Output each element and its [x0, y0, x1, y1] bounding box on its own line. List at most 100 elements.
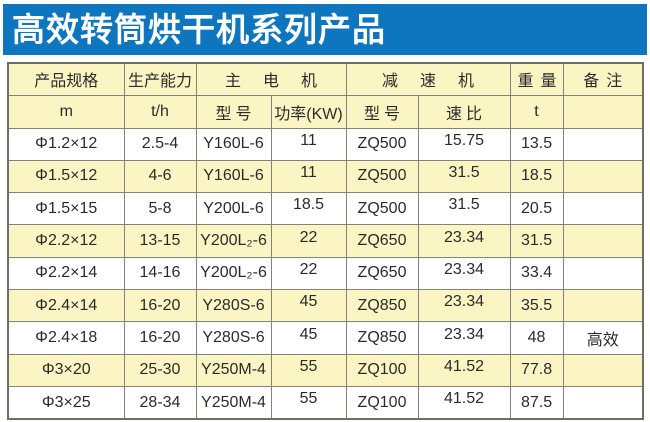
- table-cell: [562, 224, 644, 258]
- table-row: Φ1.5×12 4-6 Y160L-6 11 ZQ500 31.5 18.5: [7, 159, 644, 194]
- table-cell: 31.5: [417, 159, 511, 194]
- table-row: Φ3×25 28-34 Y250M-4 55 ZQ100 41.52 87.5: [7, 386, 644, 420]
- table-cell: 55: [270, 386, 347, 420]
- table-cell: 2.5-4: [123, 127, 197, 161]
- table-cell: 15.75: [417, 127, 511, 161]
- table-cell: ZQ650: [345, 224, 419, 258]
- table-cell: 28-34: [123, 386, 197, 420]
- table-cell: ZQ500: [345, 127, 419, 161]
- table-cell: Y250M-4: [195, 386, 272, 420]
- spec-table-container: 产品规格 生产能力 主电机 减速机 重量 备注 m t/h 型号 功率(KW) …: [7, 62, 644, 420]
- header-reducer: 减速机: [345, 62, 511, 96]
- table-cell: 22: [270, 224, 347, 258]
- header-remark: 备注: [562, 62, 644, 96]
- table-cell: 41.52: [417, 353, 511, 388]
- table-cell: 45: [270, 321, 347, 355]
- header-weight: 重量: [509, 62, 564, 96]
- table-cell: Y280S-6: [195, 289, 272, 323]
- header-row-units: m t/h 型号 功率(KW) 型号 速比 t: [7, 94, 644, 129]
- spec-table-body: Φ1.2×12 2.5-4 Y160L-6 11 ZQ500 15.75 13.5 Φ1.5×…: [7, 127, 644, 420]
- table-cell: 高效: [562, 321, 644, 355]
- table-cell: Y280S-6: [195, 321, 272, 355]
- table-row: Φ1.5×15 5-8 Y200L-6 18.5 ZQ500 31.5 20.5: [7, 192, 644, 226]
- table-cell: 55: [270, 353, 347, 388]
- table-cell: ZQ850: [345, 289, 419, 323]
- table-cell: Φ1.5×12: [7, 159, 125, 194]
- header-weight-unit: t: [509, 94, 564, 129]
- table-cell: Φ3×25: [7, 386, 125, 420]
- table-row: Φ2.4×14 16-20 Y280S-6 45 ZQ850 23.34 35.5: [7, 289, 644, 323]
- table-cell: 45: [270, 289, 347, 323]
- header-speed-ratio: 速比: [417, 94, 511, 129]
- table-cell: 18.5: [509, 159, 564, 194]
- table-cell: 31.5: [509, 224, 564, 258]
- table-cell: 20.5: [509, 192, 564, 226]
- table-cell: Y200L-6: [195, 192, 272, 226]
- table-cell: Φ3×20: [7, 353, 125, 388]
- table-cell: [562, 159, 644, 194]
- table-row: Φ3×20 25-30 Y250M-4 55 ZQ100 41.52 77.8: [7, 353, 644, 388]
- table-row: Φ2.2×14 14-16 Y200L₂-6 22 ZQ650 23.34 33.4: [7, 256, 644, 291]
- table-cell: 18.5: [270, 192, 347, 226]
- table-cell: 41.52: [417, 386, 511, 420]
- table-row: Φ1.2×12 2.5-4 Y160L-6 11 ZQ500 15.75 13.5: [7, 127, 644, 161]
- table-cell: ZQ650: [345, 256, 419, 291]
- table-cell: Φ2.2×14: [7, 256, 125, 291]
- table-cell: 35.5: [509, 289, 564, 323]
- table-row: Φ2.2×12 13-15 Y200L₂-6 22 ZQ650 23.34 31.5: [7, 224, 644, 258]
- table-cell: Φ2.4×14: [7, 289, 125, 323]
- table-cell: 16-20: [123, 289, 197, 323]
- table-cell: 48: [509, 321, 564, 355]
- header-motor-model: 型号: [195, 94, 272, 129]
- table-cell: 33.4: [509, 256, 564, 291]
- table-cell: 77.8: [509, 353, 564, 388]
- header-main-motor: 主电机: [195, 62, 347, 96]
- table-row: Φ2.4×18 16-20 Y280S-6 45 ZQ850 23.34 48 高效: [7, 321, 644, 355]
- table-cell: 31.5: [417, 192, 511, 226]
- spec-table-head: 产品规格 生产能力 主电机 减速机 重量 备注 m t/h 型号 功率(KW) …: [7, 62, 644, 129]
- table-cell: ZQ100: [345, 386, 419, 420]
- table-cell: Φ1.2×12: [7, 127, 125, 161]
- header-remark-unit: [562, 94, 644, 129]
- table-cell: ZQ850: [345, 321, 419, 355]
- header-product-spec: 产品规格: [7, 62, 125, 96]
- product-spec-page: 高效转筒烘干机系列产品 产品规格 生产能力 主电机 减速机 重量: [0, 4, 650, 422]
- table-cell: 13-15: [123, 224, 197, 258]
- header-motor-power: 功率(KW): [270, 94, 347, 129]
- table-cell: Y200L₂-6: [195, 256, 272, 291]
- table-cell: [562, 256, 644, 291]
- table-cell: ZQ500: [345, 192, 419, 226]
- table-cell: 23.34: [417, 224, 511, 258]
- table-cell: Y200L₂-6: [195, 224, 272, 258]
- table-cell: 23.34: [417, 289, 511, 323]
- table-cell: Y160L-6: [195, 159, 272, 194]
- table-cell: 14-16: [123, 256, 197, 291]
- title-banner: 高效转筒烘干机系列产品: [3, 4, 647, 55]
- table-cell: 23.34: [417, 321, 511, 355]
- table-cell: 16-20: [123, 321, 197, 355]
- table-cell: 23.34: [417, 256, 511, 291]
- header-spec-unit: m: [7, 94, 125, 129]
- table-cell: 87.5: [509, 386, 564, 420]
- table-cell: Φ1.5×15: [7, 192, 125, 226]
- table-cell: Φ2.2×12: [7, 224, 125, 258]
- page-title: 高效转筒烘干机系列产品: [12, 11, 386, 48]
- table-cell: [562, 192, 644, 226]
- table-cell: [562, 289, 644, 323]
- header-capacity-unit: t/h: [123, 94, 197, 129]
- table-cell: Y160L-6: [195, 127, 272, 161]
- table-cell: 11: [270, 159, 347, 194]
- table-cell: 22: [270, 256, 347, 291]
- table-cell: 5-8: [123, 192, 197, 226]
- table-cell: 25-30: [123, 353, 197, 388]
- table-cell: 13.5: [509, 127, 564, 161]
- table-cell: [562, 353, 644, 388]
- table-cell: ZQ500: [345, 159, 419, 194]
- table-cell: 4-6: [123, 159, 197, 194]
- table-cell: [562, 386, 644, 420]
- table-cell: 11: [270, 127, 347, 161]
- spec-table: 产品规格 生产能力 主电机 减速机 重量 备注 m t/h 型号 功率(KW) …: [7, 62, 644, 420]
- header-row-groups: 产品规格 生产能力 主电机 减速机 重量 备注: [7, 62, 644, 96]
- table-cell: Y250M-4: [195, 353, 272, 388]
- header-reducer-model: 型号: [345, 94, 419, 129]
